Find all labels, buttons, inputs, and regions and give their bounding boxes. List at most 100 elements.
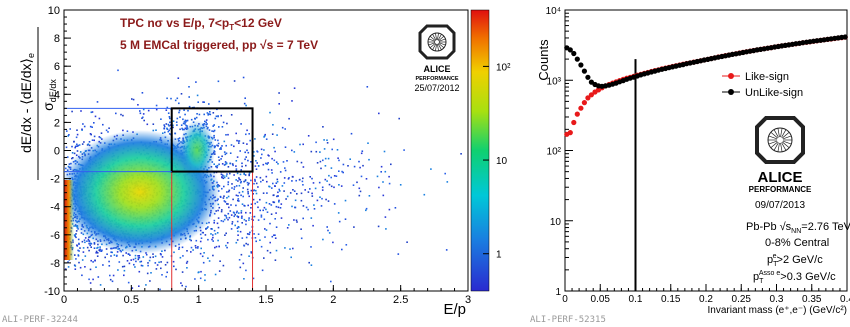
heatmap-cell (309, 188, 311, 190)
right-x-axis-label: Invariant mass (e⁺,e⁻) (GeV/c²) (708, 305, 847, 316)
left-y-axis: -10 -8 -6 -4 -2 0 2 4 6 8 10 (44, 5, 71, 298)
heatmap-cell (284, 169, 287, 172)
heatmap-cell (390, 163, 392, 166)
heatmap-cell (184, 123, 186, 125)
heatmap-cell (326, 180, 328, 182)
heatmap-cell (282, 161, 285, 163)
heatmap-cell (82, 251, 85, 253)
logo-ray (780, 128, 783, 138)
heatmap-cell (188, 96, 190, 98)
heatmap-cell (265, 229, 268, 231)
heatmap-cell (244, 158, 246, 161)
heatmap-cell (178, 137, 181, 139)
heatmap-cell (259, 198, 261, 201)
heatmap-cell (241, 162, 243, 165)
heatmap-cell (271, 172, 273, 174)
heatmap-cell (220, 220, 223, 222)
heatmap-cell (270, 213, 273, 215)
heatmap-cell (277, 163, 279, 165)
heatmap-cell (71, 152, 74, 154)
heatmap-cell (233, 145, 235, 148)
heatmap-cell (296, 160, 299, 163)
heatmap-cell (99, 248, 101, 251)
heatmap-cell (82, 247, 85, 249)
heatmap-cell (382, 181, 384, 183)
heatmap-cell (245, 269, 247, 272)
heatmap-cell (248, 173, 250, 176)
heatmap-cell (107, 131, 109, 133)
heatmap-cell (109, 278, 112, 281)
heatmap-cell (273, 159, 276, 162)
heatmap-cell (77, 255, 80, 257)
heatmap-cell (277, 206, 280, 209)
heatmap-cell (430, 168, 432, 170)
heatmap-cell (399, 184, 402, 186)
logo-left-sub: PERFORMANCE (415, 76, 458, 82)
heatmap-cell (166, 106, 169, 109)
heatmap-cell (159, 288, 161, 291)
logo-ray (773, 142, 779, 151)
heatmap-cell (215, 115, 218, 118)
heatmap-cell (205, 228, 207, 230)
heatmap-cell (327, 200, 330, 202)
heatmap-cell (323, 139, 325, 141)
heatmap-cell (218, 126, 220, 128)
heatmap-cell (160, 253, 162, 256)
legend-unlike-label: UnLike-sign (745, 87, 803, 99)
heatmap-cell (128, 262, 131, 265)
heatmap-cell (165, 109, 168, 111)
heatmap-cell (236, 227, 239, 229)
heatmap-cell (241, 217, 243, 219)
heatmap-cell (230, 144, 233, 146)
heatmap-cell (305, 206, 308, 209)
right-footer: ALI-PERF-52315 (530, 315, 606, 325)
heatmap-cell (319, 196, 321, 198)
right-x-tick-label: 0.1 (629, 294, 643, 305)
heatmap-cell (208, 103, 210, 105)
heatmap-cell (264, 133, 266, 136)
heatmap-cell (252, 219, 254, 221)
heatmap-cell (223, 164, 226, 166)
series-unlike-sign (564, 34, 848, 89)
heatmap-cell (221, 176, 223, 178)
heatmap-cell (142, 116, 144, 119)
heatmap-cell (253, 155, 255, 157)
heatmap-cell (248, 174, 250, 177)
heatmap-cell (84, 241, 86, 244)
heatmap-cell (214, 117, 217, 120)
heatmap-cell (212, 236, 214, 239)
heatmap-cell (161, 274, 163, 276)
logo-ray (437, 43, 442, 50)
heatmap-cell (216, 232, 219, 234)
heatmap-cell (96, 247, 98, 249)
heatmap-cell (226, 122, 228, 125)
heatmap-cell (141, 117, 143, 119)
heatmap-cell (333, 175, 336, 177)
heatmap-cell (240, 169, 242, 171)
heatmap-cell (249, 139, 251, 142)
logo-rays-right (768, 128, 792, 152)
heatmap-cell (96, 101, 99, 103)
right-annotation-cut2: pTAsso e>0.3 GeV/c (753, 270, 836, 285)
heatmap-cell (104, 256, 106, 259)
heatmap-cell (198, 271, 200, 273)
heatmap-cell (221, 145, 223, 147)
left-y-label-numerator: dE/dx - ⟨dE/dx⟩e (18, 53, 36, 153)
heatmap-cell (313, 204, 315, 206)
heatmap-cell (340, 185, 343, 187)
heatmap-cell (273, 234, 275, 236)
heatmap-cell (267, 168, 270, 171)
heatmap-cell (316, 199, 319, 202)
z-tick-label: 10 (496, 156, 508, 167)
heatmap-cell (302, 166, 305, 168)
heatmap-cell (132, 258, 135, 261)
heatmap-cell (235, 179, 237, 181)
heatmap-cell (220, 210, 223, 213)
heatmap-cell (330, 185, 333, 188)
heatmap-cell (262, 163, 265, 166)
heatmap-cell (356, 181, 358, 184)
heatmap-cell (245, 223, 247, 226)
left-x-tick-label: 2 (330, 294, 336, 306)
heatmap-cell (91, 126, 93, 128)
heatmap-cell (223, 185, 225, 188)
